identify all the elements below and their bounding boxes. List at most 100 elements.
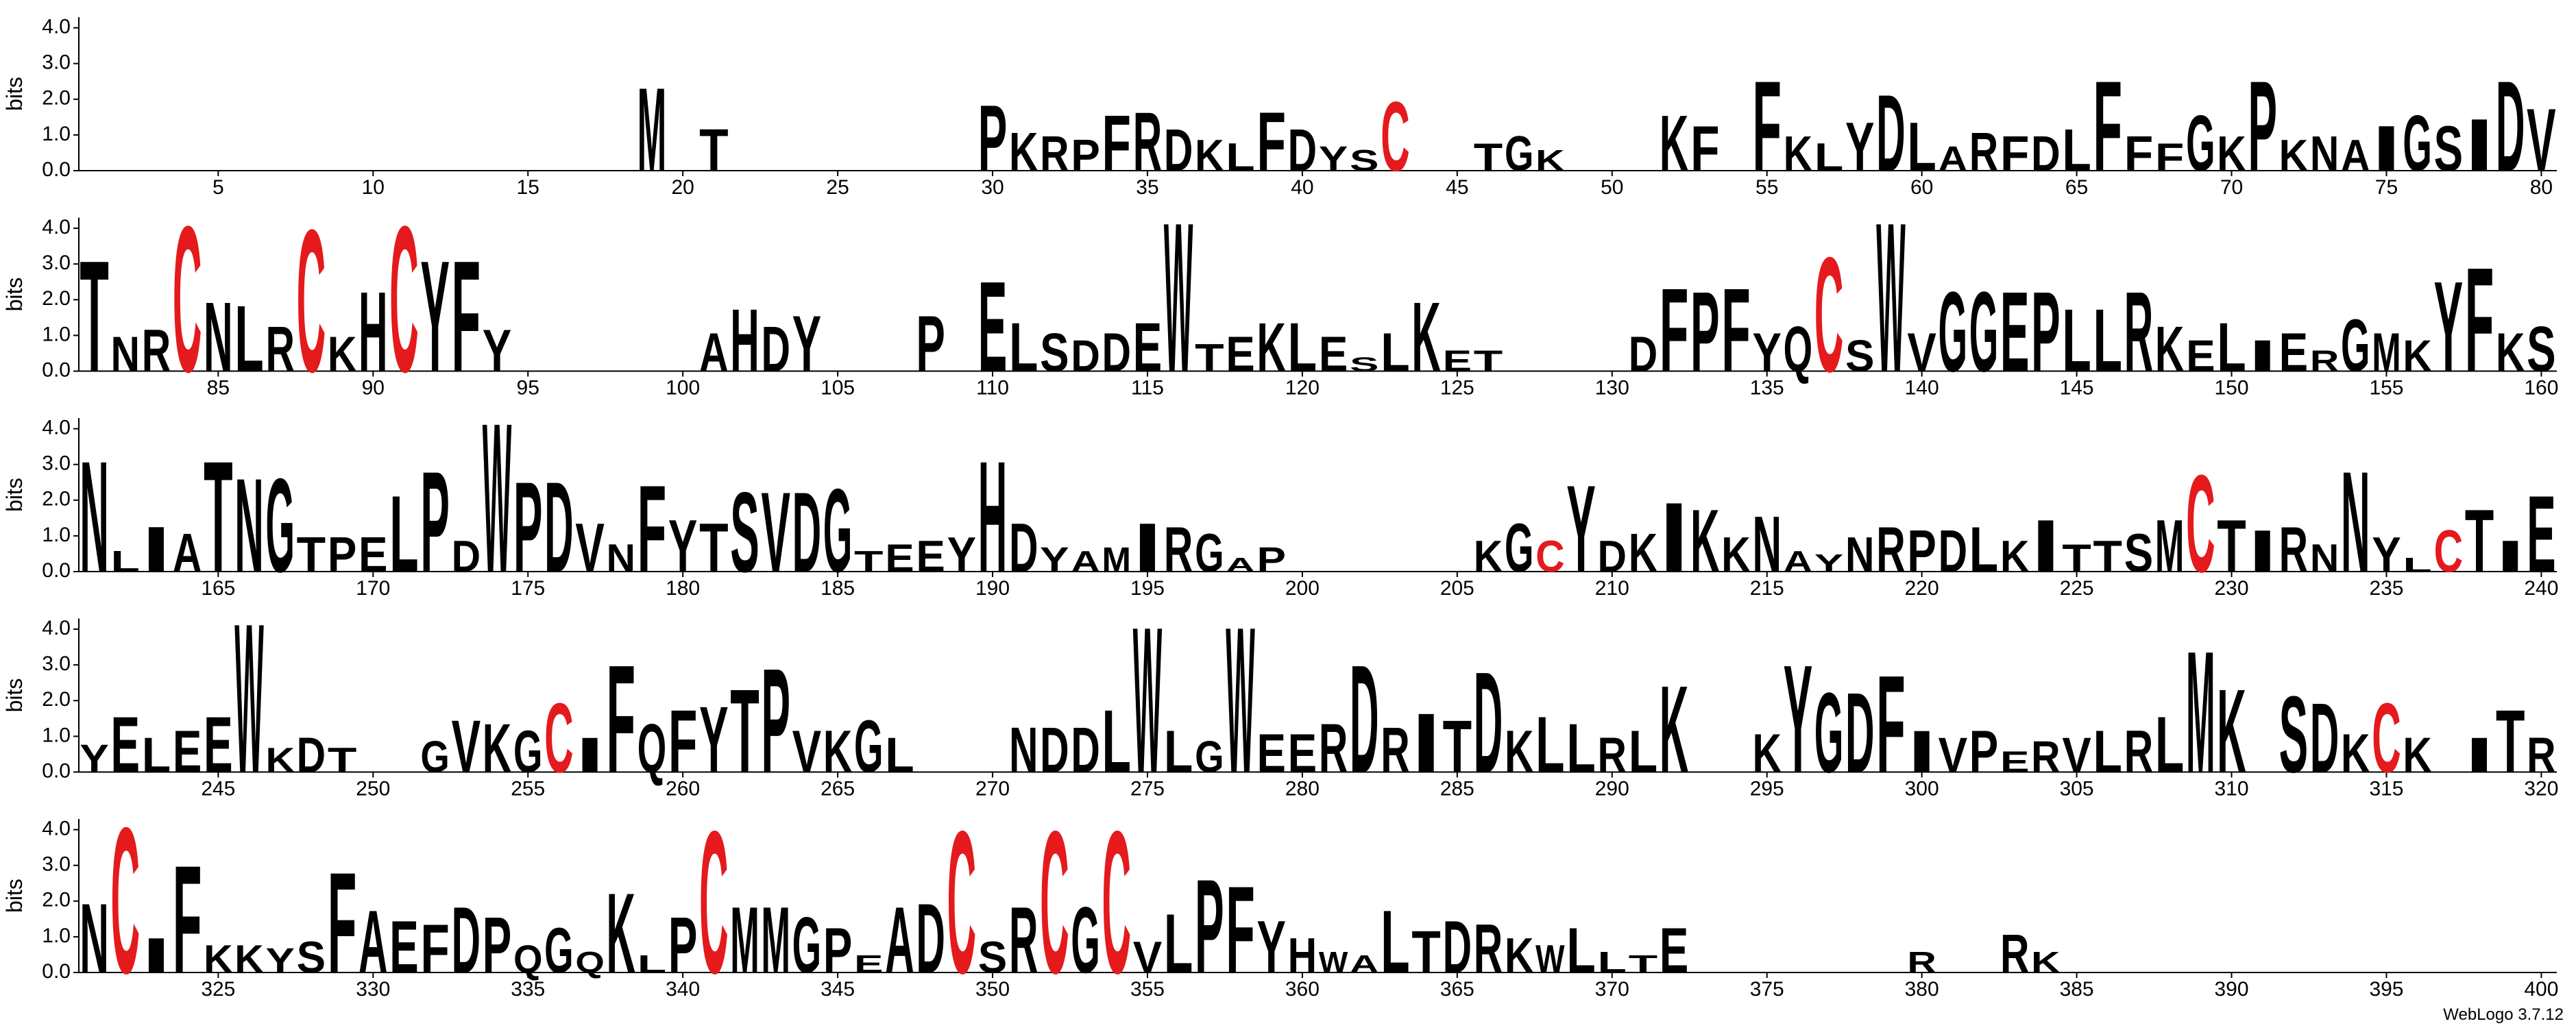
logo-letter: N (2341, 441, 2370, 602)
logo-letter: W (483, 379, 511, 617)
y-tick-label: 3.0 (42, 652, 71, 675)
x-tick-label: 70 (2220, 176, 2243, 199)
y-tick-label: 2.0 (42, 287, 71, 310)
logo-letter: S (297, 932, 326, 982)
logo-letter: G (1939, 269, 1967, 395)
y-tick-label: 0.0 (42, 759, 71, 782)
logo-letter: E (1443, 345, 1472, 378)
y-tick-label: 2.0 (42, 688, 71, 711)
x-tick-label: 125 (1440, 376, 1474, 399)
logo-letter: R (1040, 126, 1069, 181)
logo-letter: G (513, 718, 542, 785)
logo-letter: D (761, 313, 790, 385)
logo-letter: F (1752, 54, 1781, 198)
logo-letter: H (978, 428, 1007, 605)
y-axis-label: bits (2, 77, 27, 111)
x-tick-label: 145 (2060, 376, 2094, 399)
y-tick-label: 1.0 (42, 524, 71, 546)
logo-letter: A (1939, 139, 1967, 178)
y-tick-label: 4.0 (42, 617, 71, 639)
logo-letter: T (1195, 336, 1224, 380)
logo-letter: D (1598, 531, 1627, 581)
logo-letter: Y (1752, 322, 1781, 383)
x-tick-label: 400 (2524, 978, 2558, 1001)
x-tick-label: 235 (2369, 577, 2403, 600)
logo-letter: F (637, 460, 666, 598)
logo-letter: S (730, 469, 759, 596)
logo-letter: R (1474, 910, 1503, 988)
logo-letter: L (637, 950, 666, 977)
logo-letter: T (2465, 491, 2494, 591)
logo-letter: E (885, 536, 914, 580)
logo-letter: Y (1566, 460, 1595, 598)
x-tick-label: 225 (2060, 577, 2094, 600)
footer: WebLogo 3.7.12 (2443, 1005, 2564, 1024)
x-tick-label: 185 (821, 577, 855, 600)
logo-letter: Y (80, 737, 108, 781)
x-tick-label: 85 (207, 376, 230, 399)
logo-letter: I (2031, 505, 2060, 588)
logo-letter: Y (947, 527, 976, 582)
logo-letter: Y (699, 687, 728, 792)
x-tick-label: 195 (1130, 577, 1165, 600)
logo-letter: K (234, 937, 263, 981)
logo-letter: R (1164, 513, 1193, 586)
logo-letter: A (1071, 545, 1099, 578)
logo-letter: D (1629, 327, 1657, 382)
x-tick-label: 310 (2215, 777, 2249, 800)
logo-letter: T (2217, 505, 2246, 588)
logo-letter: T (730, 665, 759, 798)
x-tick-label: 140 (1905, 376, 1939, 399)
logo-letter: N (80, 428, 108, 605)
logo-letter: Y (483, 317, 511, 384)
logo-letter: L (1629, 718, 1657, 785)
logo-letter: C (1102, 789, 1131, 1016)
x-tick-label: 150 (2215, 376, 2249, 399)
logo-letter: M (637, 64, 666, 197)
logo-letter: T (699, 117, 728, 183)
logo-letter: T (204, 428, 232, 605)
x-tick-label: 340 (666, 978, 700, 1001)
logo-letter: V (1133, 932, 1162, 982)
logo-letter: G (1071, 888, 1099, 992)
logo-letter: H (1288, 928, 1317, 983)
y-tick-label: 3.0 (42, 452, 71, 475)
x-tick-label: 265 (821, 777, 855, 800)
x-tick-label: 65 (2065, 176, 2088, 199)
logo-letter: D (1350, 633, 1378, 805)
logo-letter: M (1102, 540, 1131, 579)
x-tick-label: 170 (356, 577, 390, 600)
y-tick-label: 0.0 (42, 158, 71, 181)
logo-letter: N (1845, 527, 1874, 582)
logo-letter: E (173, 718, 202, 785)
logo-letter: R (2124, 718, 2153, 785)
logo-letter: F (1721, 265, 1750, 397)
logo-letter: D (1939, 517, 1967, 584)
logo-letter: P (1690, 269, 1719, 395)
logo-letter: E (2279, 322, 2308, 383)
logo-letter: E (2527, 474, 2555, 595)
logo-letter: F (1690, 112, 1719, 185)
x-tick-label: 335 (511, 978, 545, 1001)
logo-letter: C (389, 182, 418, 415)
logo-letter: L (1226, 135, 1254, 179)
x-tick-label: 345 (821, 978, 855, 1001)
logo-letter: A (2341, 130, 2370, 180)
y-tick-label: 3.0 (42, 853, 71, 876)
logo-letter: K (1535, 144, 1564, 177)
logo-letter: L (389, 474, 418, 595)
logo-letter: I (2248, 331, 2276, 381)
x-tick-label: 210 (1595, 577, 1629, 600)
logo-letter: H (730, 291, 759, 391)
logo-letter: F (607, 633, 635, 805)
logo-letter: D (2310, 683, 2339, 794)
logo-letter: E (978, 255, 1007, 399)
logo-letter: S (978, 932, 1007, 982)
logo-letter: D (1009, 509, 1038, 587)
logo-letter: K (483, 710, 511, 787)
logo-letter: P (761, 637, 790, 804)
y-tick-label: 4.0 (42, 818, 71, 840)
x-tick-label: 245 (201, 777, 235, 800)
logo-letter: T (1443, 706, 1472, 789)
y-tick-label: 4.0 (42, 16, 71, 38)
